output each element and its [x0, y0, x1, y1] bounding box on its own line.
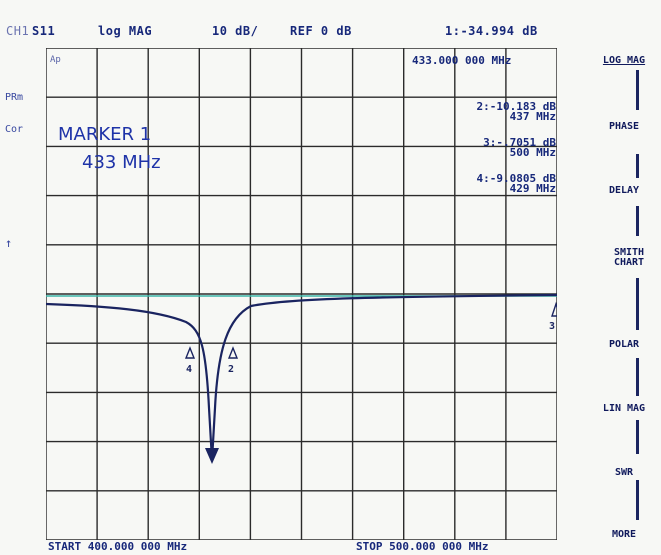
- format-label: log MAG: [98, 24, 153, 38]
- softkey-delay[interactable]: DELAY: [608, 185, 640, 196]
- softkey-lin-mag[interactable]: LIN MAG: [602, 403, 646, 414]
- trace-marker-2: 2: [228, 364, 234, 375]
- prm-label: PRm: [5, 92, 24, 103]
- marker3-triangle-icon: [551, 301, 557, 317]
- marker2-readout: 2:-10.183 dB 437 MHz: [440, 100, 556, 123]
- softkey-divider: [636, 480, 639, 520]
- marker4-triangle-icon: [184, 346, 196, 359]
- scale-label: 10 dB/: [212, 24, 259, 38]
- marker4-value: 4:-9.0805 dB: [476, 172, 556, 185]
- graticule: 4 2 3 Ap: [46, 48, 557, 540]
- param-label: S11: [32, 24, 56, 38]
- ref-pos-arrow-icon: ↑: [5, 236, 13, 250]
- softkey-polar[interactable]: POLAR: [608, 339, 640, 350]
- ap-label: Ap: [50, 55, 61, 65]
- marker3-freq: 500 MHz: [509, 146, 556, 159]
- marker3-value: 3:-.7051 dB: [483, 136, 556, 149]
- marker2-triangle-icon: [227, 346, 239, 359]
- softkey-phase[interactable]: PHASE: [608, 121, 640, 132]
- softkey-divider: [636, 358, 639, 396]
- softkey-divider: [636, 278, 639, 330]
- trace-marker-4: 4: [186, 364, 192, 375]
- marker3-readout: 3:-.7051 dB 500 MHz: [440, 136, 556, 159]
- marker4-freq: 429 MHz: [509, 182, 556, 195]
- marker1-freq-readout: 433.000 000 MHz: [412, 54, 512, 67]
- ref-label: REF 0 dB: [290, 24, 352, 38]
- cor-label: Cor: [5, 124, 24, 135]
- softkey-log-mag[interactable]: LOG MAG: [602, 55, 646, 66]
- stop-freq: STOP 500.000 000 MHz: [356, 540, 489, 553]
- marker2-freq: 437 MHz: [509, 110, 556, 123]
- softkey-divider: [636, 154, 639, 178]
- softkey-divider: [636, 70, 639, 110]
- marker-panel-value: 433 MHz: [82, 152, 161, 173]
- marker-panel-title: MARKER 1: [58, 124, 152, 145]
- marker4-readout: 4:-9.0805 dB 429 MHz: [440, 172, 556, 195]
- channel-label: CH1: [6, 24, 30, 38]
- softkey-swr[interactable]: SWR: [614, 467, 634, 478]
- marker2-value: 2:-10.183 dB: [476, 100, 556, 113]
- softkey-more[interactable]: MORE: [611, 529, 637, 540]
- marker1-arrow-icon: [205, 448, 219, 464]
- trace-marker-3: 3: [549, 321, 555, 332]
- softkey-smith-chart[interactable]: SMITH CHART: [613, 247, 645, 268]
- start-freq: START 400.000 000 MHz: [48, 540, 188, 553]
- marker1-readout: 1:-34.994 dB: [445, 24, 538, 38]
- s11-trace: [46, 293, 557, 461]
- softkey-divider: [636, 420, 639, 454]
- softkey-divider: [636, 206, 639, 236]
